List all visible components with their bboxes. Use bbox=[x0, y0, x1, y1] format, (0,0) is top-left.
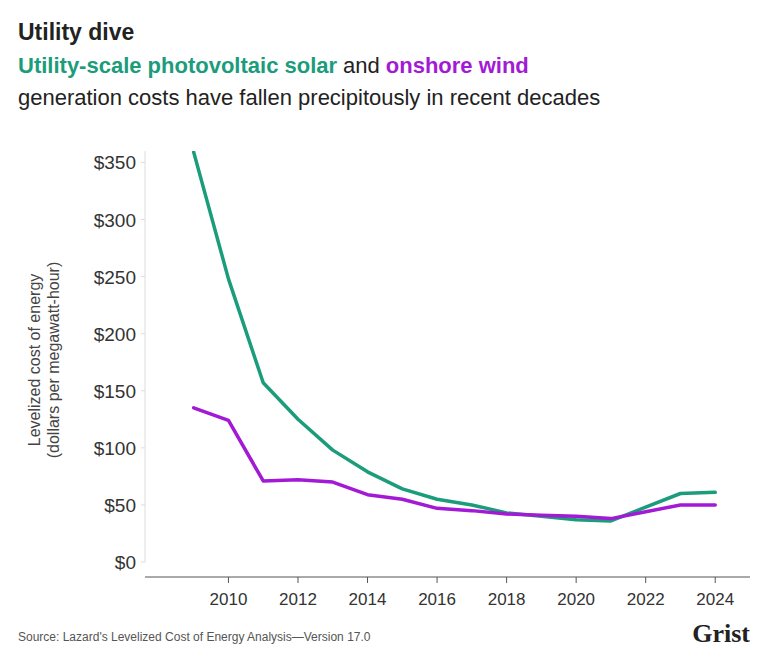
y-tick-label: $200 bbox=[94, 324, 136, 345]
x-axis-line bbox=[145, 577, 750, 578]
series-name: onshore wind bbox=[386, 53, 529, 78]
y-tick-label: $250 bbox=[94, 267, 136, 288]
x-tick bbox=[297, 577, 298, 583]
x-tick bbox=[437, 577, 438, 583]
source: Source: Lazard's Levelized Cost of Energ… bbox=[18, 630, 371, 644]
brand-logo: Grist bbox=[692, 619, 750, 648]
y-tick bbox=[141, 333, 145, 334]
y-tick-label: $0 bbox=[115, 552, 136, 573]
y-tick bbox=[141, 162, 145, 163]
x-tick-label: 2016 bbox=[418, 590, 456, 609]
x-tick bbox=[645, 577, 646, 583]
x-tick-label: 2022 bbox=[627, 590, 665, 609]
y-axis-line bbox=[145, 151, 146, 562]
y-tick-label: $50 bbox=[104, 495, 136, 516]
x-tick-label: 2018 bbox=[488, 590, 526, 609]
y-tick bbox=[141, 447, 145, 448]
x-tick bbox=[576, 577, 577, 583]
title: Utility dive bbox=[18, 19, 134, 45]
x-tick bbox=[367, 577, 368, 583]
y-axis-label: (dollars per megawatt-hour) bbox=[45, 262, 62, 459]
y-tick bbox=[141, 390, 145, 391]
plot-area bbox=[194, 152, 716, 521]
x-tick-label: 2014 bbox=[349, 590, 387, 609]
chart: Utility dive Utility-scale photovoltaic s… bbox=[0, 0, 768, 658]
x-tick-label: 2010 bbox=[210, 590, 248, 609]
y-tick bbox=[141, 562, 145, 563]
series-line bbox=[194, 408, 716, 519]
x-tick bbox=[715, 577, 716, 583]
y-tick-label: $300 bbox=[94, 210, 136, 231]
y-tick-label: $100 bbox=[94, 438, 136, 459]
y-tick bbox=[141, 276, 145, 277]
y-tick-label: $150 bbox=[94, 381, 136, 402]
y-axis-label: Levelized cost of energy bbox=[26, 274, 43, 447]
x-tick bbox=[506, 577, 507, 583]
subtitle: generation costs have fallen precipitous… bbox=[18, 85, 600, 110]
series-line bbox=[194, 152, 716, 521]
y-tick bbox=[141, 219, 145, 220]
x-tick-label: 2020 bbox=[557, 590, 595, 609]
series-name: Utility-scale photovoltaic solar bbox=[18, 53, 338, 78]
x-tick-label: 2012 bbox=[279, 590, 317, 609]
subtitle-line: Utility-scale photovoltaic solarandonsho… bbox=[18, 53, 529, 78]
x-tick bbox=[228, 577, 229, 583]
y-tick-label: $350 bbox=[94, 152, 136, 173]
y-tick bbox=[141, 504, 145, 505]
subtitle-joiner: and bbox=[343, 53, 380, 78]
x-tick-label: 2024 bbox=[696, 590, 734, 609]
